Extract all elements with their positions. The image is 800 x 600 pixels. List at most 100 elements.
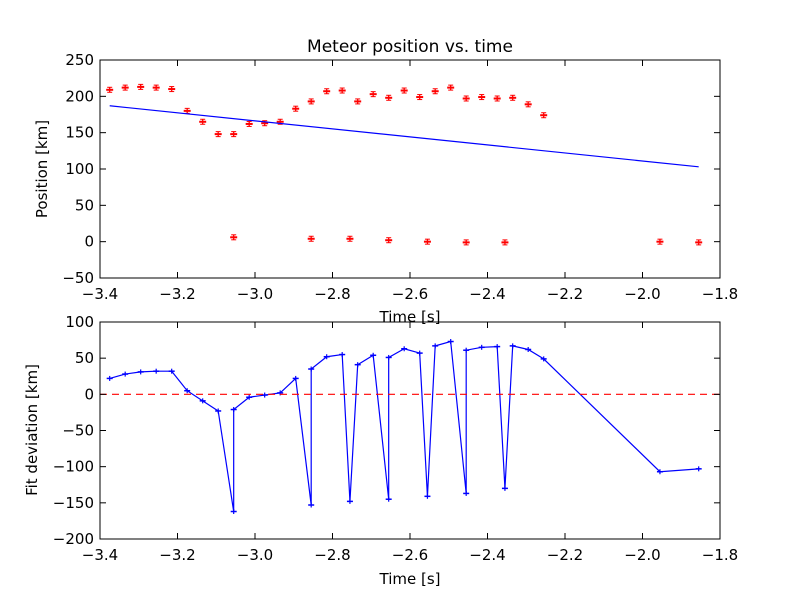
deviation-xtick-label: −3.4 [82, 546, 118, 564]
deviation-point [354, 362, 361, 368]
deviation-ytick-label: −200 [53, 530, 94, 548]
deviation-point [346, 498, 353, 504]
deviation-ytick-label: −150 [53, 494, 94, 512]
deviation-ytick-label: 100 [65, 313, 94, 331]
position-xtick-label: −2.2 [547, 285, 583, 303]
position-xtick-label: −2.0 [624, 285, 660, 303]
deviation-point [137, 369, 144, 375]
deviation-point [432, 343, 439, 349]
position-ytick-label: 50 [75, 196, 94, 214]
deviation-ytick-label: 0 [84, 385, 94, 403]
deviation-xtick-label: −2.0 [624, 546, 660, 564]
position-point [323, 88, 331, 95]
position-ytick-label: 200 [65, 87, 94, 105]
position-chart-ylabel: Position [km] [33, 120, 51, 218]
position-point [493, 95, 501, 102]
deviation-ytick-label: −100 [53, 458, 94, 476]
deviation-point [494, 344, 501, 350]
position-point [462, 239, 470, 246]
position-series-line [109, 105, 699, 168]
deviation-plot-area [100, 339, 720, 515]
deviation-xtick-label: −1.8 [702, 546, 738, 564]
deviation-point [153, 368, 160, 374]
position-point [183, 107, 191, 114]
position-ytick-label: 0 [84, 233, 94, 251]
position-point [106, 86, 114, 93]
deviation-xtick-label: −3.0 [237, 546, 273, 564]
deviation-point [695, 466, 702, 472]
deviation-chart-xlabel: Time [s] [379, 570, 441, 588]
position-point [230, 131, 238, 138]
deviation-xtick-label: −2.6 [392, 546, 428, 564]
deviation-point [184, 388, 191, 394]
deviation-point [323, 354, 330, 360]
position-point [214, 131, 222, 138]
position-point [695, 239, 703, 246]
position-xtick-label: −3.4 [82, 285, 118, 303]
position-point [168, 86, 176, 93]
deviation-point [370, 352, 377, 358]
deviation-point [509, 343, 516, 349]
position-point [245, 120, 253, 127]
position-point [152, 84, 160, 91]
position-xtick-label: −2.4 [469, 285, 505, 303]
position-point [656, 238, 664, 245]
position-xtick-label: −3.2 [159, 285, 195, 303]
deviation-chart: −3.4 −3.2 −3.0 −2.8 −2.6 −2.4 −2.2 −2.0 −1.8 −200… [23, 313, 738, 588]
position-point [524, 101, 532, 108]
position-point [416, 94, 424, 101]
position-point [385, 237, 393, 244]
deviation-point [261, 392, 268, 398]
deviation-point [168, 368, 175, 374]
deviation-point [540, 356, 547, 362]
position-point [338, 87, 346, 94]
deviation-chart-ylabel: Fit deviation [km] [23, 364, 41, 496]
deviation-xtick-label: −2.4 [469, 546, 505, 564]
deviation-point [401, 346, 408, 352]
deviation-point [447, 339, 454, 345]
position-ytick-label: 100 [65, 160, 94, 178]
deviation-xtick-label: −2.8 [314, 546, 350, 564]
deviation-ytick-label: 50 [75, 349, 94, 367]
deviation-point [230, 407, 237, 413]
deviation-point [463, 347, 470, 353]
position-point [478, 94, 486, 101]
deviation-point [292, 375, 299, 381]
deviation-point [339, 352, 346, 358]
deviation-point [308, 502, 315, 508]
position-chart-title: Meteor position vs. time [307, 37, 513, 57]
position-point [462, 95, 470, 102]
deviation-point [385, 354, 392, 360]
position-point [354, 98, 362, 105]
deviation-point [246, 394, 253, 400]
position-point [346, 235, 354, 242]
deviation-xtick-label: −3.2 [159, 546, 195, 564]
deviation-point [656, 469, 663, 475]
position-point [540, 112, 548, 119]
deviation-point [501, 485, 508, 491]
position-point [431, 88, 439, 95]
deviation-xtick-label: −2.2 [547, 546, 583, 564]
deviation-point [106, 375, 113, 381]
position-point [307, 98, 315, 105]
position-xtick-label: −2.8 [314, 285, 350, 303]
deviation-point [525, 346, 532, 352]
position-xtick-label: −2.6 [392, 285, 428, 303]
position-point [385, 94, 393, 101]
position-point [292, 105, 300, 112]
deviation-point [308, 366, 315, 372]
position-point [447, 84, 455, 91]
position-chart: Meteor position vs. time −3.4 −3.2 −3.0 −2.… [33, 37, 738, 326]
deviation-axes: −3.4 −3.2 −3.0 −2.8 −2.6 −2.4 −2.2 −2.0 −1.8 −200… [53, 313, 738, 564]
position-point [307, 235, 315, 242]
position-point [230, 234, 238, 241]
deviation-point [385, 496, 392, 502]
deviation-point [478, 344, 485, 350]
position-xtick-label: −1.8 [702, 285, 738, 303]
position-point [400, 87, 408, 94]
position-point [199, 118, 207, 125]
deviation-point [424, 493, 431, 499]
position-point [501, 239, 509, 246]
